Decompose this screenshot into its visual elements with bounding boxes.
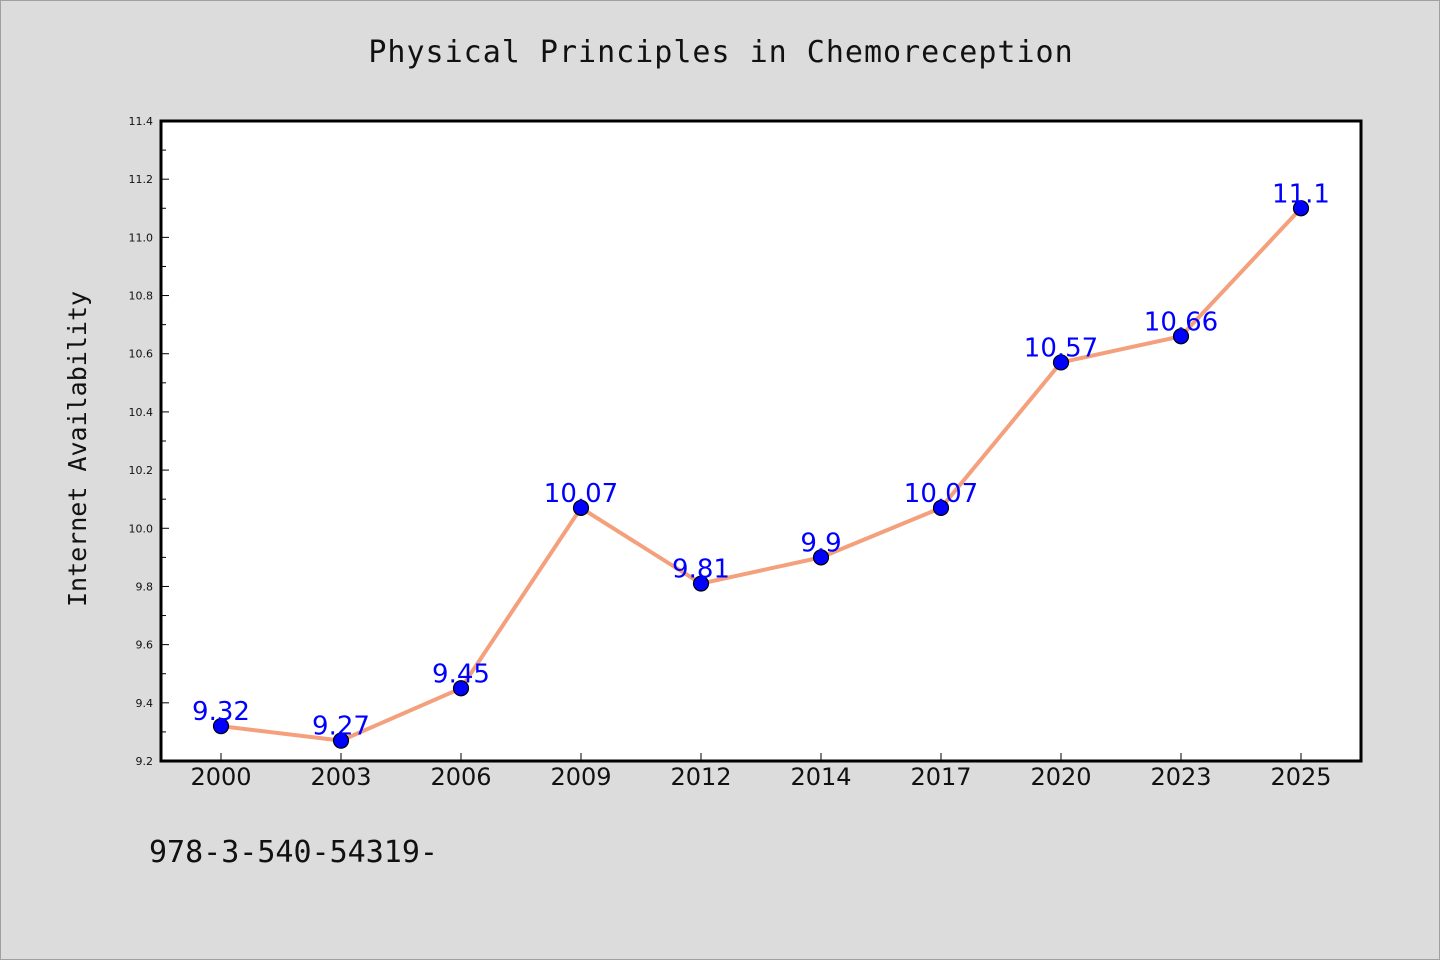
y-tick-label: 11.2 [129,173,154,186]
data-label: 9.32 [192,697,250,727]
data-point [452,680,470,697]
x-tick-label: 2025 [1270,763,1331,791]
y-tick-label: 10.8 [129,290,154,303]
data-point [1292,200,1310,217]
y-tick-label: 10.0 [129,522,154,535]
data-label: 10.07 [904,479,978,509]
data-point [572,499,590,517]
data-point [332,732,350,749]
x-tick-label: 2012 [670,763,731,791]
y-axis: 9.2 9.4 9.6 9.8 10.0 10.2 10.4 10.6 10.8 11.0 11.2… [129,115,169,768]
data-point [212,717,230,735]
x-tick-label: 2014 [790,763,851,791]
y-tick-label: 10.6 [129,348,154,361]
x-axis: 2000 2003 2006 2009 2012 2014 2017 2020 2023 2025 [190,753,1332,791]
data-point [812,549,830,566]
data-label: 10.57 [1024,333,1098,363]
data-point [1052,354,1070,371]
data-label: 9.9 [800,528,841,558]
plot-area [161,121,1361,761]
y-tick-label: 9.2 [136,755,154,768]
data-label: 9.45 [432,659,490,689]
data-label: 10.07 [544,479,618,509]
chart-title: Physical Principles in Chemoreception [368,35,1074,70]
data-point [692,575,710,592]
x-tick-label: 2009 [550,763,611,791]
plot-frame [159,119,1363,763]
data-markers [212,200,1310,749]
y-tick-label: 10.4 [129,406,154,419]
data-point [932,499,950,517]
series-line [219,206,1303,743]
x-tick-label: 2017 [910,763,971,791]
data-point [1172,328,1190,345]
x-tick-label: 2006 [430,763,491,791]
y-tick-label: 9.4 [136,697,154,710]
y-axis-label: Internet Availability [63,291,92,607]
data-label: 10.66 [1144,307,1218,337]
x-tick-label: 2023 [1150,763,1211,791]
data-label: 11.1 [1272,179,1330,209]
y-tick-label: 10.2 [129,464,154,477]
data-label: 9.81 [672,555,730,585]
y-tick-label: 11.0 [129,231,154,244]
y-tick-label: 9.8 [136,580,154,593]
isbn-text: 978-3-540-54319- [149,835,438,870]
data-label: 9.27 [312,712,370,742]
x-tick-label: 2000 [190,763,251,791]
x-tick-label: 2020 [1030,763,1091,791]
data-labels: 9.32 9.27 9.45 10.07 9.81 9.9 10.07 10.57 10.66 1… [192,179,1330,741]
x-tick-label: 2003 [310,763,371,791]
y-tick-label: 11.4 [129,115,154,128]
y-tick-label: 9.6 [136,639,154,652]
